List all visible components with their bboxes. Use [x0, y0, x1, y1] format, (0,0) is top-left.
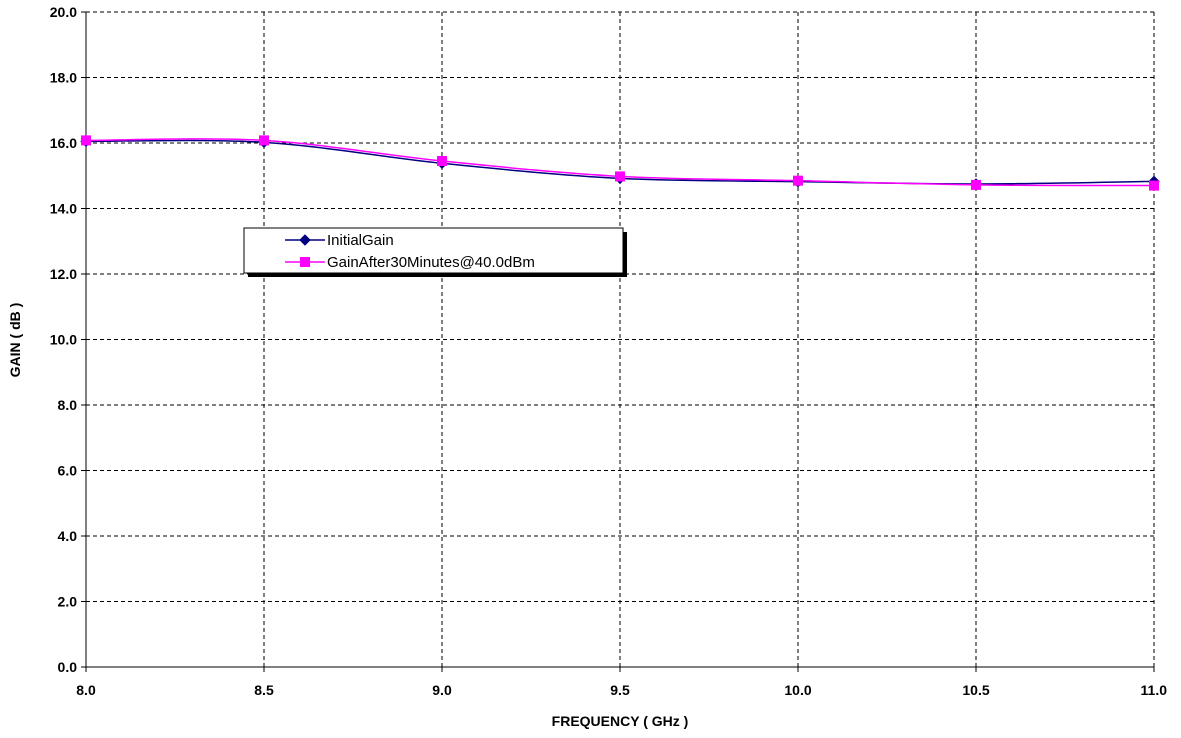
legend-square-marker — [300, 257, 310, 267]
square-marker — [971, 179, 981, 190]
y-tick-label: 10.0 — [50, 332, 77, 348]
legend-items: InitialGain GainAfter30Minutes@40.0dBm — [285, 232, 535, 271]
y-tick-label: 0.0 — [58, 659, 78, 675]
y-tick-label: 12.0 — [50, 266, 77, 282]
x-tick-label: 8.0 — [76, 682, 96, 698]
x-tick-label: 10.5 — [962, 682, 989, 698]
square-marker — [615, 171, 625, 182]
y-tick-label: 20.0 — [50, 4, 77, 20]
x-tick-label: 8.5 — [254, 682, 274, 698]
y-tick-label: 4.0 — [58, 528, 78, 544]
x-tick-labels: 8.0 8.5 9.0 9.5 10.0 10.5 11.0 — [76, 682, 1167, 698]
y-tick-labels: 0.0 2.0 4.0 6.0 8.0 10.0 12.0 14.0 16.0 18.0 20.0 — [50, 4, 77, 675]
y-tick-label: 14.0 — [50, 201, 77, 217]
legend-diamond-marker — [299, 234, 311, 246]
x-tick-label: 11.0 — [1141, 682, 1168, 698]
y-tick-label: 2.0 — [58, 594, 78, 610]
y-tick-label: 18.0 — [50, 70, 77, 86]
y-axis-title: GAIN ( dB ) — [7, 303, 23, 378]
x-tick-label: 9.0 — [432, 682, 452, 698]
legend-entry: GainAfter30Minutes@40.0dBm — [285, 254, 535, 271]
legend-label: GainAfter30Minutes@40.0dBm — [327, 254, 535, 271]
y-tick-label: 8.0 — [58, 397, 78, 413]
series-gain-after-30-minutes — [81, 135, 1159, 191]
y-tick-label: 16.0 — [50, 135, 77, 151]
square-marker — [259, 135, 269, 146]
x-axis-title: FREQUENCY ( GHz ) — [552, 713, 689, 729]
square-marker — [1149, 180, 1159, 191]
y-tick-label: 6.0 — [58, 463, 78, 479]
x-tick-label: 9.5 — [610, 682, 630, 698]
legend-label: InitialGain — [327, 232, 394, 249]
square-marker — [793, 175, 803, 186]
axes — [85, 12, 1154, 668]
square-marker — [437, 156, 447, 167]
square-marker — [81, 135, 91, 146]
series-layer — [80, 135, 1160, 191]
legend: InitialGain GainAfter30Minutes@40.0dBm — [243, 227, 627, 277]
x-tick-label: 10.0 — [784, 682, 811, 698]
legend-entry: InitialGain — [285, 232, 394, 249]
